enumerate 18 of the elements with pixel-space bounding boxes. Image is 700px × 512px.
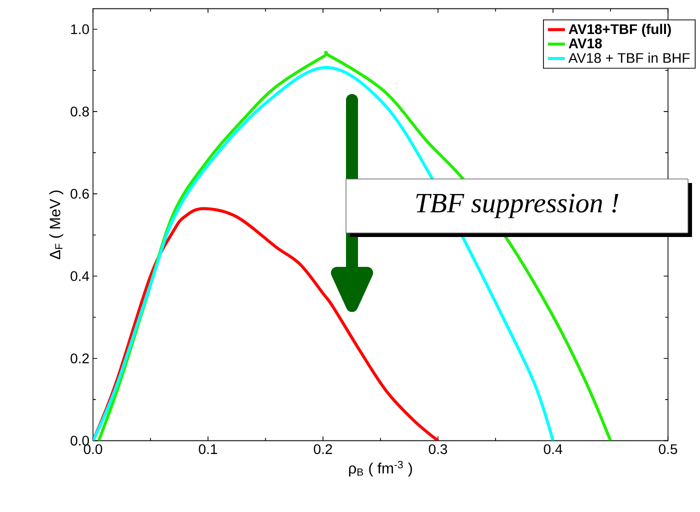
legend-label: AV18 + TBF in BHF (568, 52, 690, 63)
x-axis-title: ρ$_{B}$ ( fm$^{-3}$ ) (349, 460, 412, 477)
y-tick-label: 0.0 (70, 436, 89, 446)
y-tick-label: 1.0 (71, 24, 89, 34)
x-tick-label: 0.0 (84, 444, 102, 454)
x-tick-label: 0.4 (544, 444, 562, 454)
x-tick-label: 0.3 (428, 444, 448, 454)
y-axis-title: Δ$_{F}$ ( MeV ) (49, 190, 64, 260)
legend-label: AV18 (568, 38, 602, 48)
x-tick-label: 0.5 (658, 444, 678, 454)
y-tick-label: 0.8 (70, 106, 89, 116)
x-tick-label: 0.1 (198, 444, 218, 454)
legend-label: AV18+TBF (full) (568, 24, 671, 37)
y-tick-label: 0.6 (70, 188, 89, 199)
y-tick-label: 0.2 (70, 353, 89, 364)
annotation: TBF suppression ! (416, 194, 618, 218)
x-tick-label: 0.2 (314, 444, 332, 454)
y-tick-label: 0.4 (70, 271, 90, 282)
